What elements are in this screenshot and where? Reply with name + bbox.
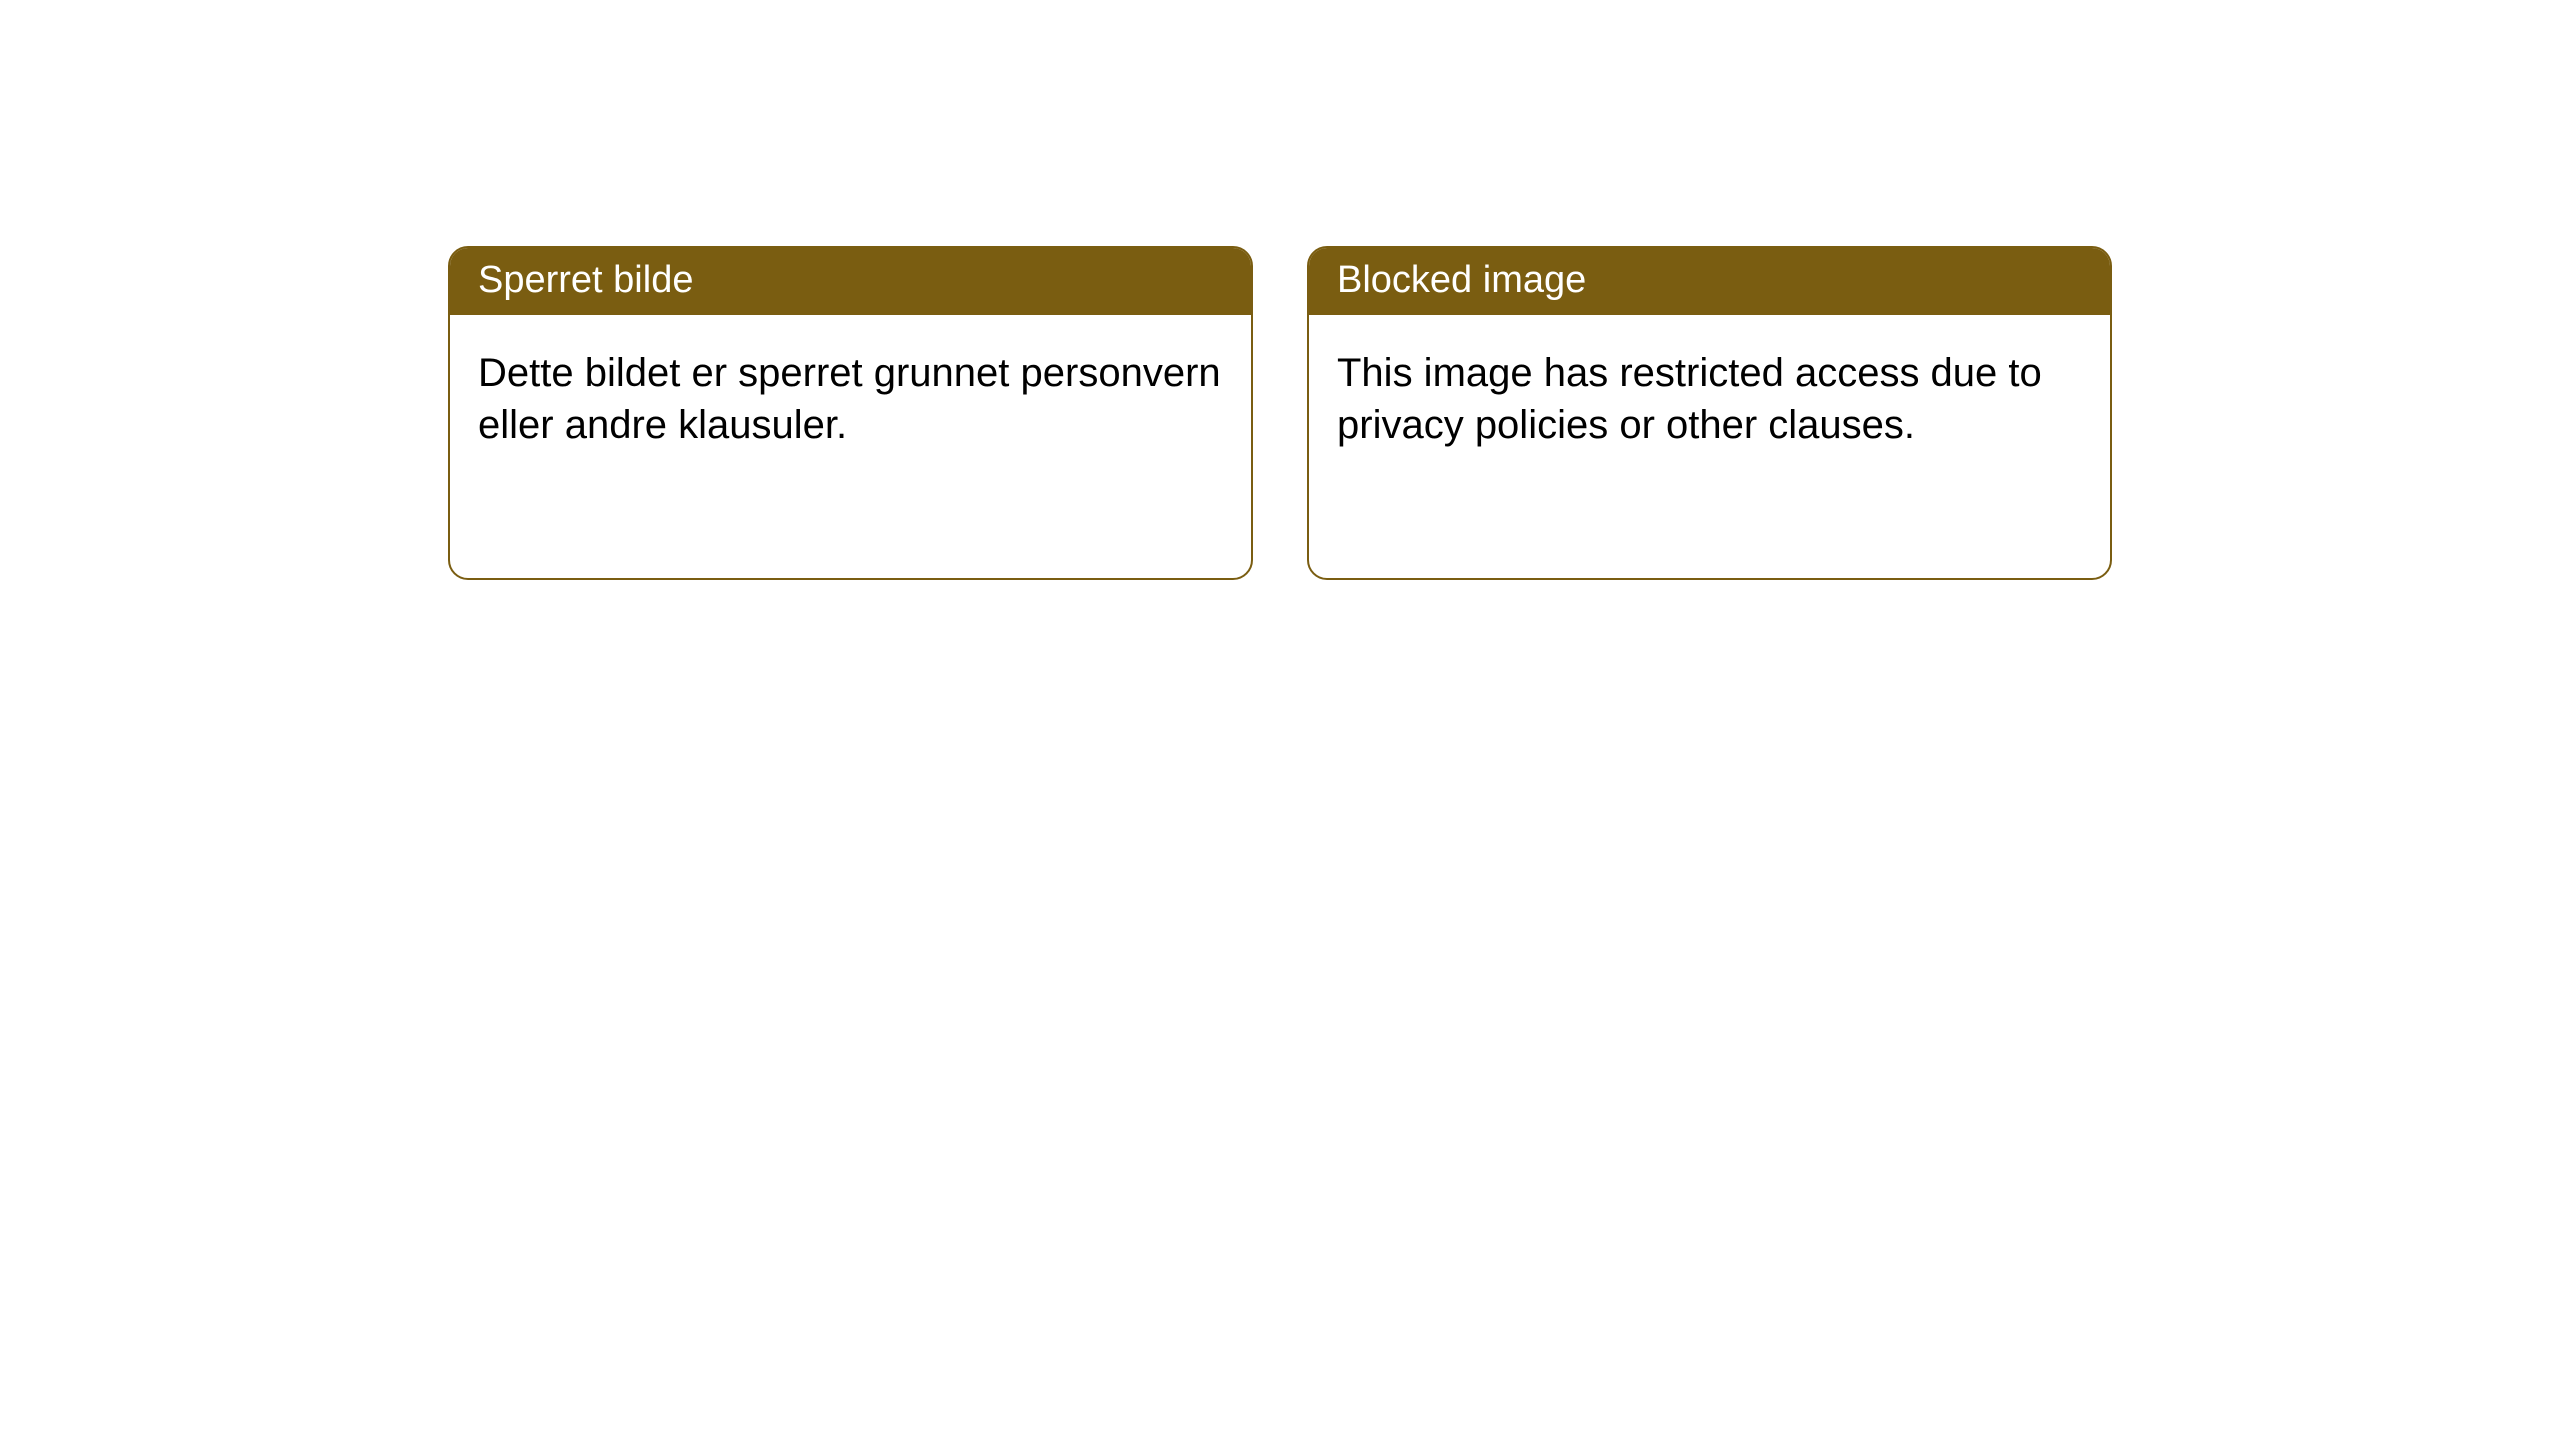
- notice-card-english: Blocked image This image has restricted …: [1307, 246, 2112, 580]
- card-body: Dette bildet er sperret grunnet personve…: [450, 315, 1251, 483]
- notice-card-norwegian: Sperret bilde Dette bildet er sperret gr…: [448, 246, 1253, 580]
- card-title: Sperret bilde: [478, 259, 693, 301]
- card-header: Blocked image: [1309, 248, 2110, 315]
- card-title: Blocked image: [1337, 259, 1586, 301]
- notice-cards-container: Sperret bilde Dette bildet er sperret gr…: [0, 0, 2560, 580]
- card-header: Sperret bilde: [450, 248, 1251, 315]
- card-body: This image has restricted access due to …: [1309, 315, 2110, 483]
- card-message: Dette bildet er sperret grunnet personve…: [478, 351, 1221, 447]
- card-message: This image has restricted access due to …: [1337, 351, 2042, 447]
